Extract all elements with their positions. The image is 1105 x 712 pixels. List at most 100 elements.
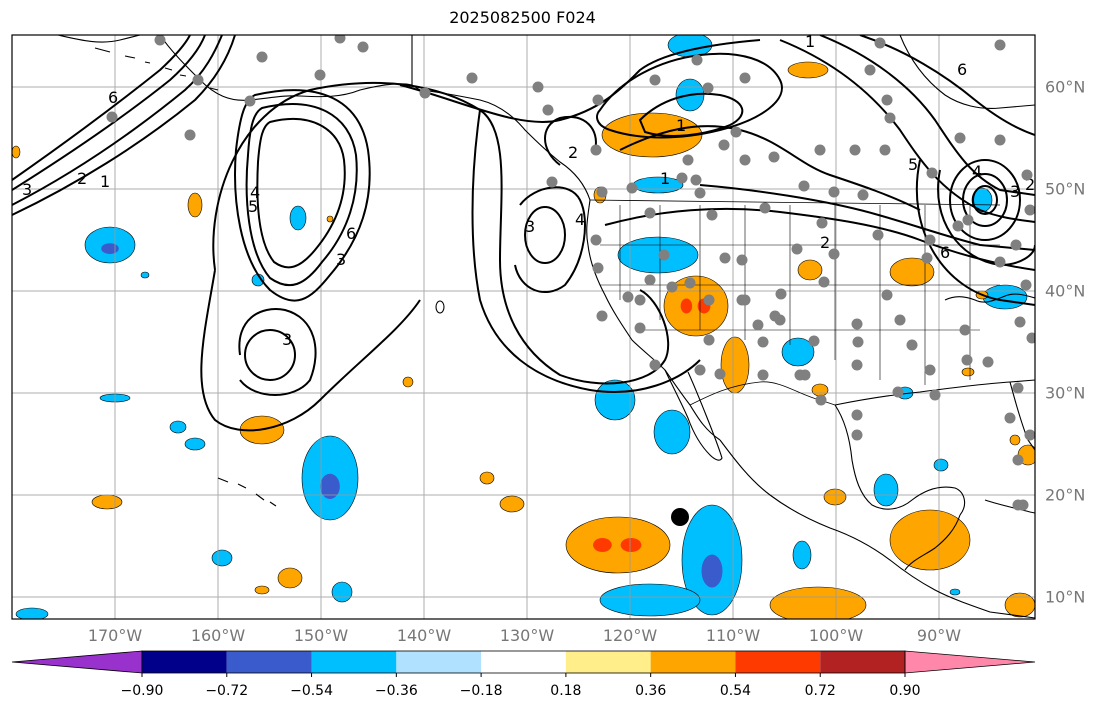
- station-dot: [684, 277, 696, 289]
- station-dot: [192, 74, 204, 86]
- station-dot: [959, 324, 971, 336]
- colorbar-tick-label: −0.18: [459, 683, 503, 699]
- station-dot: [184, 129, 196, 141]
- contour-label: 1: [100, 172, 110, 191]
- station-dot: [1014, 316, 1026, 328]
- station-dot: [590, 144, 602, 156]
- station-dot: [1021, 169, 1033, 181]
- shaded-patch: [933, 458, 949, 472]
- longitude-label: 160°W: [190, 626, 246, 645]
- station-dot: [694, 187, 706, 199]
- station-markers: [106, 35, 1035, 511]
- shaded-patch: [811, 383, 829, 397]
- shaded-patch: [889, 257, 935, 287]
- station-dot: [1024, 429, 1035, 441]
- station-dot: [857, 189, 869, 201]
- station-dot: [881, 94, 893, 106]
- station-dot: [808, 335, 820, 347]
- contour-label: 3: [1010, 182, 1020, 201]
- shaded-patch-core: [320, 473, 340, 499]
- shaded-patch: [889, 509, 971, 571]
- station-dot: [703, 294, 715, 306]
- longitude-label: 140°W: [396, 626, 452, 645]
- station-dot: [851, 359, 863, 371]
- station-dot: [994, 134, 1006, 146]
- station-dot: [314, 69, 326, 81]
- station-dot: [706, 209, 718, 221]
- colorbar-tick-label: 0.36: [635, 683, 667, 699]
- station-dot: [924, 364, 936, 376]
- station-dot: [849, 144, 861, 156]
- contour-label: 2: [1025, 175, 1035, 194]
- station-dot: [816, 217, 828, 229]
- station-dot: [154, 35, 166, 46]
- shaded-patch: [949, 588, 961, 596]
- station-dot: [851, 429, 863, 441]
- contour-label: 2: [77, 169, 87, 188]
- contour-label: 3: [282, 330, 292, 349]
- shaded-patch-core: [101, 243, 119, 255]
- colorbar-tick-label: 0.90: [889, 683, 921, 699]
- shaded-patch: [211, 549, 233, 567]
- shaded-patch: [289, 205, 307, 231]
- shaded-patch: [787, 61, 829, 79]
- shaded-patch: [91, 494, 123, 510]
- station-dot: [714, 368, 726, 380]
- station-dot: [690, 174, 702, 186]
- station-dot: [719, 252, 731, 264]
- colorbar-band: [396, 651, 482, 673]
- station-dot: [357, 41, 369, 53]
- station-dot: [666, 281, 678, 293]
- shaded-patch: [479, 471, 495, 485]
- station-dot: [892, 386, 904, 398]
- shaded-patch: [326, 215, 334, 223]
- station-dot: [546, 176, 558, 188]
- longitude-label: 120°W: [602, 626, 658, 645]
- map-title: 2025082500 F024: [449, 8, 596, 27]
- station-dot: [815, 394, 827, 406]
- station-dot: [658, 249, 670, 261]
- shaded-patch: [823, 488, 847, 506]
- station-dot: [634, 294, 646, 306]
- station-dot: [906, 339, 918, 351]
- shaded-patch-core: [680, 298, 693, 314]
- contour-label: 4: [972, 162, 982, 181]
- contour-label: 1: [805, 32, 815, 51]
- contour-label: 6: [957, 60, 967, 79]
- station-dot: [419, 87, 431, 99]
- longitude-label: 130°W: [499, 626, 555, 645]
- station-dot: [676, 172, 688, 184]
- station-dot: [590, 234, 602, 246]
- station-dot: [982, 356, 994, 368]
- station-dot: [1004, 412, 1016, 424]
- station-dot: [532, 81, 544, 93]
- station-dot: [952, 220, 964, 232]
- colorbar-extend-low: [11, 650, 143, 674]
- station-dot: [1012, 499, 1024, 511]
- contour-label: 6: [940, 243, 950, 262]
- shaded-patch: [277, 567, 303, 589]
- station-dot: [994, 39, 1006, 51]
- colorbar-band: [650, 651, 736, 673]
- storm-center-marker: [671, 508, 689, 526]
- longitude-label: 150°W: [293, 626, 349, 645]
- shaded-patch-core: [620, 538, 642, 552]
- station-dot: [691, 54, 703, 66]
- station-dot: [814, 144, 826, 156]
- contour-label: 6: [108, 88, 118, 107]
- shaded-patch: [184, 437, 206, 451]
- contour-label: 4: [250, 183, 260, 202]
- station-dot: [768, 151, 780, 163]
- station-dot: [466, 72, 478, 84]
- station-dot: [626, 182, 638, 194]
- shaded-patch: [961, 367, 975, 377]
- station-dot: [1012, 382, 1024, 394]
- contour-label: 5: [908, 155, 918, 174]
- contour-label: 1: [676, 116, 686, 135]
- station-dot: [794, 369, 806, 381]
- station-dot: [1020, 279, 1032, 291]
- station-dot: [256, 51, 268, 63]
- contour-label: 1: [660, 169, 670, 188]
- shaded-patch: [140, 271, 150, 279]
- shaded-patch: [565, 516, 671, 574]
